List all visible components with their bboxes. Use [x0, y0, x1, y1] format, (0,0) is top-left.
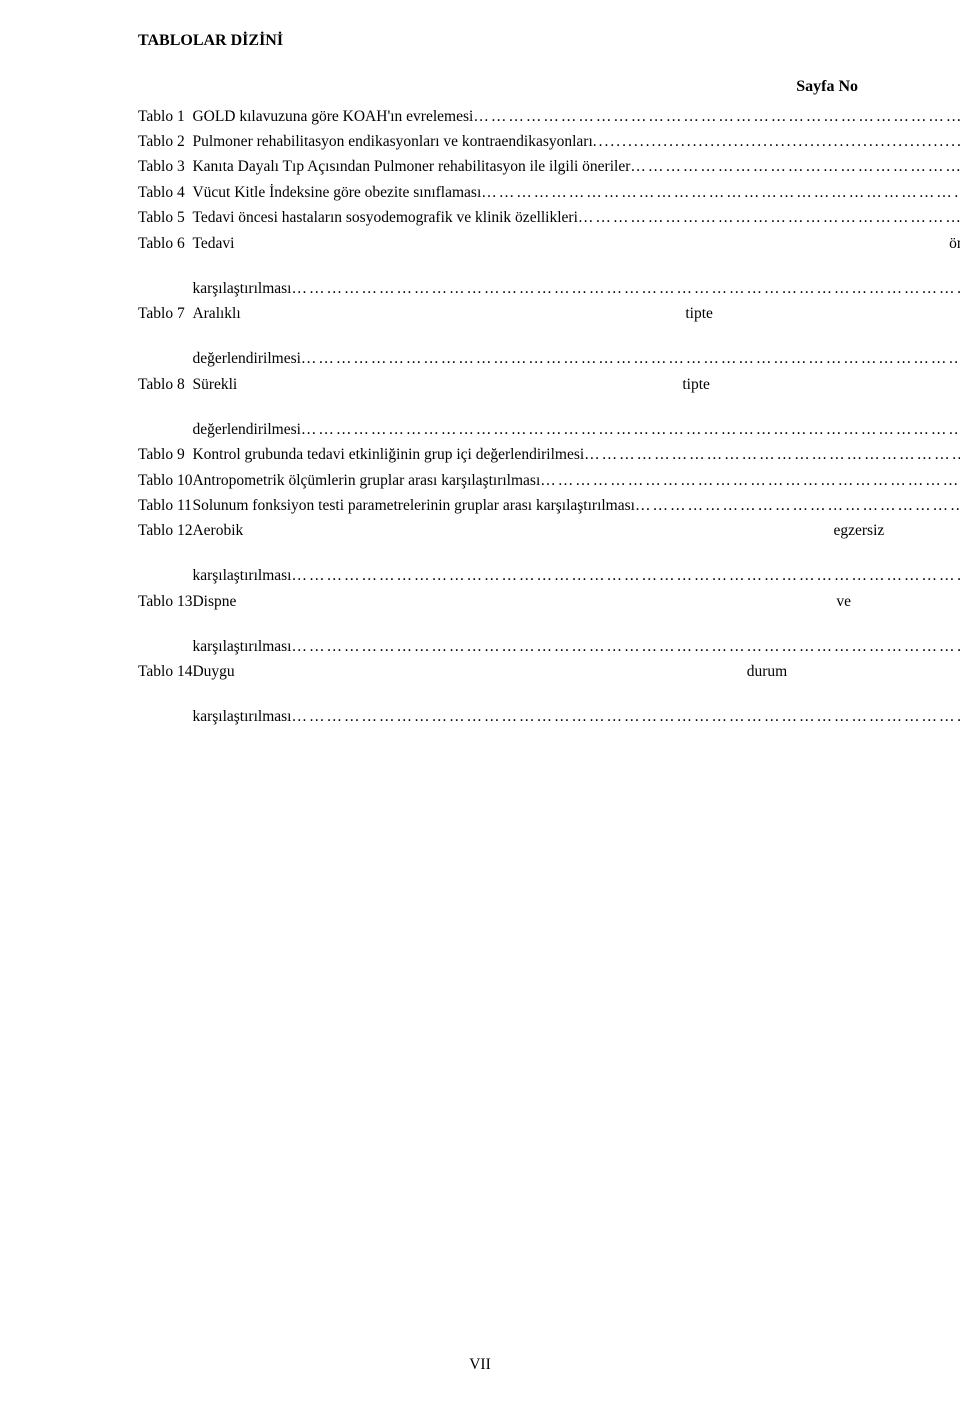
toc-leader-dots: ........................................… [593, 131, 960, 153]
toc-description-text: Solunum fonksiyon testi parametrelerinin… [192, 495, 635, 517]
toc-row-description: Dispne ve bacak yorgunluğu parametreleri… [192, 589, 960, 659]
toc-row-label: Tablo 2 [138, 129, 192, 154]
toc-leader-dots: …………………………………………………………………………………………………………… [578, 207, 960, 229]
toc-row-description: Duygu durum ve yaşam kalitesi parametrel… [192, 660, 960, 730]
toc-row: Tablo 1GOLD kılavuzuna göre KOAH'ın evre… [138, 104, 960, 129]
toc-description-text: karşılaştırılması [192, 706, 291, 728]
toc-description-text: Antropometrik ölçümlerin gruplar arası k… [192, 470, 540, 492]
toc-leader-dots: …………………………………………………………………………………………………………… [291, 636, 960, 658]
toc-row-label: Tablo 9 [138, 443, 192, 468]
toc-row-description: Antropometrik ölçümlerin gruplar arası k… [192, 468, 960, 493]
toc-description-text: karşılaştırılması [192, 636, 291, 658]
toc-table: Tablo 1GOLD kılavuzuna göre KOAH'ın evre… [138, 104, 960, 730]
toc-description-text: Aerobik egzersiz kapasitesini belirleyen… [192, 520, 960, 565]
toc-row: Tablo 7Aralıklı tipte aerobik egzersiz g… [138, 302, 960, 372]
toc-row: Tablo 6Tedavi öncesi grupların değerlend… [138, 231, 960, 301]
toc-leader-dots: …………………………………………………………………………………………………………… [291, 565, 960, 587]
toc-description-text: Tedavi öncesi hastaların sosyodemografik… [192, 207, 577, 229]
toc-row-label: Tablo 10 [138, 468, 192, 493]
toc-description-text: karşılaştırılması [192, 565, 291, 587]
toc-description-text: değerlendirilmesi [192, 419, 300, 441]
toc-description-text: değerlendirilmesi [192, 348, 300, 370]
toc-leader-dots: …………………………………………………………………………………………………………… [630, 156, 960, 178]
toc-description-text: Vücut Kitle İndeksine göre obezite sınıf… [192, 182, 481, 204]
toc-leader-dots: …………………………………………………………………………………………………………… [635, 495, 960, 517]
toc-row-description: Aerobik egzersiz kapasitesini belirleyen… [192, 519, 960, 589]
toc-description-text: Kontrol grubunda tedavi etkinliğinin gru… [192, 444, 584, 466]
toc-row: Tablo 3Kanıta Dayalı Tıp Açısından Pulmo… [138, 155, 960, 180]
toc-leader-dots: …………………………………………………………………………………………………………… [301, 348, 960, 370]
toc-leader-dots: …………………………………………………………………………………………………………… [540, 470, 960, 492]
toc-row-description: Pulmoner rehabilitasyon endikasyonları v… [192, 129, 960, 154]
toc-row-label: Tablo 6 [138, 231, 192, 301]
toc-row-label: Tablo 12 [138, 519, 192, 589]
toc-description-text: GOLD kılavuzuna göre KOAH'ın evrelemesi [192, 106, 473, 128]
toc-description-text: Kanıta Dayalı Tıp Açısından Pulmoner reh… [192, 156, 630, 178]
toc-row-label: Tablo 8 [138, 372, 192, 442]
toc-leader-dots: …………………………………………………………………………………………………………… [301, 419, 960, 441]
toc-row-description: Aralıklı tipte aerobik egzersiz grubunda… [192, 302, 960, 372]
page-column-header: Sayfa No [138, 78, 866, 96]
toc-leader-dots: …………………………………………………………………………………………………………… [291, 278, 960, 300]
toc-row-label: Tablo 13 [138, 589, 192, 659]
toc-leader-dots: …………………………………………………………………………………………………………… [291, 706, 960, 728]
toc-row: Tablo 11Solunum fonksiyon testi parametr… [138, 494, 960, 519]
toc-row-label: Tablo 14 [138, 660, 192, 730]
toc-row: Tablo 2Pulmoner rehabilitasyon endikasyo… [138, 129, 960, 154]
toc-row-description: Kanıta Dayalı Tıp Açısından Pulmoner reh… [192, 155, 960, 180]
toc-row-description: Sürekli tipte aerobik egzersiz grubunda … [192, 372, 960, 442]
toc-row: Tablo 5Tedavi öncesi hastaların sosyodem… [138, 206, 960, 231]
toc-leader-dots: …………………………………………………………………………………………………………… [481, 182, 960, 204]
toc-row-description: Tedavi öncesi hastaların sosyodemografik… [192, 206, 960, 231]
toc-row-label: Tablo 5 [138, 206, 192, 231]
toc-row-label: Tablo 4 [138, 180, 192, 205]
toc-row: Tablo 12Aerobik egzersiz kapasitesini be… [138, 519, 960, 589]
toc-row-label: Tablo 1 [138, 104, 192, 129]
toc-row: Tablo 14Duygu durum ve yaşam kalitesi pa… [138, 660, 960, 730]
toc-row-description: Vücut Kitle İndeksine göre obezite sınıf… [192, 180, 960, 205]
toc-description-text: karşılaştırılması [192, 278, 291, 300]
toc-row-description: Tedavi öncesi grupların değerlendirme pa… [192, 231, 960, 301]
toc-description-text: Sürekli tipte aerobik egzersiz grubunda … [192, 374, 960, 419]
page-number-footer: VII [0, 1356, 960, 1374]
toc-row: Tablo 9Kontrol grubunda tedavi etkinliği… [138, 443, 960, 468]
toc-row-description: Kontrol grubunda tedavi etkinliğinin gru… [192, 443, 960, 468]
toc-row: Tablo 4Vücut Kitle İndeksine göre obezit… [138, 180, 960, 205]
toc-leader-dots: …………………………………………………………………………………………………………… [584, 444, 960, 466]
toc-row: Tablo 8Sürekli tipte aerobik egzersiz gr… [138, 372, 960, 442]
toc-description-text: Pulmoner rehabilitasyon endikasyonları v… [192, 131, 592, 153]
page-title: TABLOLAR DİZİNİ [138, 32, 866, 50]
toc-row-label: Tablo 11 [138, 494, 192, 519]
toc-row: Tablo 10Antropometrik ölçümlerin gruplar… [138, 468, 960, 493]
toc-row-description: GOLD kılavuzuna göre KOAH'ın evrelemesi … [192, 104, 960, 129]
toc-description-text: Dispne ve bacak yorgunluğu parametreleri… [192, 591, 960, 636]
toc-row-label: Tablo 3 [138, 155, 192, 180]
toc-leader-dots: …………………………………………………………………………………………………………… [473, 106, 960, 128]
toc-description-text: Duygu durum ve yaşam kalitesi parametrel… [192, 661, 960, 706]
toc-row: Tablo 13Dispne ve bacak yorgunluğu param… [138, 589, 960, 659]
toc-description-text: Aralıklı tipte aerobik egzersiz grubunda… [192, 303, 960, 348]
toc-row-description: Solunum fonksiyon testi parametrelerinin… [192, 494, 960, 519]
toc-description-text: Tedavi öncesi grupların değerlendirme pa… [192, 233, 960, 278]
toc-row-label: Tablo 7 [138, 302, 192, 372]
